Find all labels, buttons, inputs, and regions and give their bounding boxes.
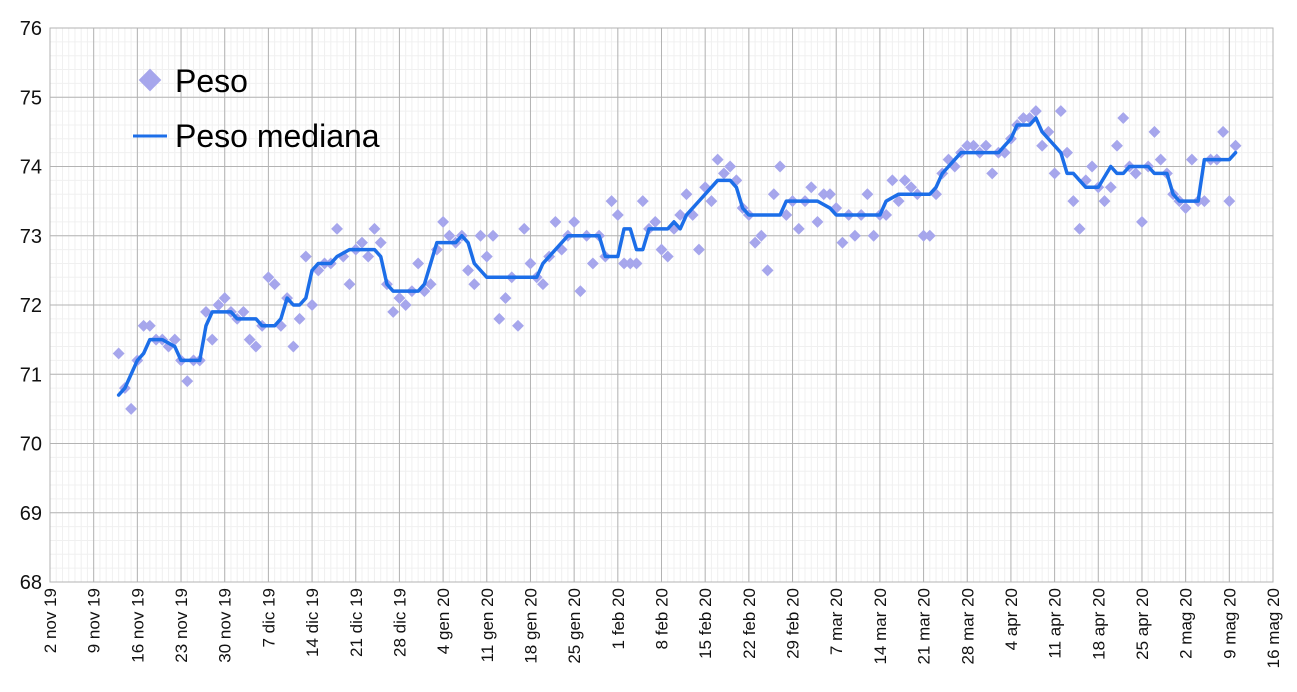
grid [49,27,1274,583]
x-tick-label: 8 feb 20 [653,588,672,649]
x-tick-label: 7 dic 19 [259,588,278,648]
x-tick-label: 16 mag 20 [1264,588,1283,668]
x-tick-label: 18 gen 20 [521,588,540,664]
x-tick-label: 28 mar 20 [958,588,977,665]
legend: Peso Peso mediana [133,63,380,154]
y-tick-label: 70 [20,434,42,456]
x-axis: 2 nov 19 9 nov 19 16 nov 19 23 nov 19 30 nov… [41,588,1283,668]
legend-label-peso-mediana: Peso mediana [175,118,380,154]
x-tick-label: 7 mar 20 [827,588,846,655]
x-tick-label: 14 dic 19 [303,588,322,657]
y-tick-label: 71 [20,364,42,386]
x-tick-label: 14 mar 20 [871,588,890,665]
x-tick-label: 25 apr 20 [1133,588,1152,660]
x-tick-label: 9 mag 20 [1220,588,1239,659]
x-tick-label: 1 feb 20 [609,588,628,649]
x-tick-label: 11 gen 20 [478,588,497,662]
x-tick-label: 22 feb 20 [740,588,759,659]
x-tick-label: 16 nov 19 [128,588,147,663]
x-tick-label: 2 mag 20 [1177,588,1196,659]
x-tick-label: 15 feb 20 [696,588,715,659]
y-tick-label: 69 [20,503,42,525]
y-tick-label: 73 [20,226,42,248]
legend-item-peso-mediana: Peso mediana [133,118,380,154]
y-tick-label: 76 [20,18,42,40]
y-tick-label: 74 [20,157,42,179]
y-tick-label: 72 [20,295,42,317]
x-tick-label: 21 mar 20 [915,588,934,665]
x-tick-label: 9 nov 19 [85,588,104,653]
x-tick-label: 28 dic 19 [390,588,409,657]
x-tick-label: 25 gen 20 [565,588,584,664]
x-tick-label: 29 feb 20 [784,588,803,659]
y-tick-label: 75 [20,87,42,109]
x-tick-label: 4 gen 20 [434,588,453,654]
y-tick-label: 68 [20,572,42,594]
x-tick-label: 21 dic 19 [347,588,366,657]
peso-mediana-series [116,116,1238,397]
x-tick-label: 11 apr 20 [1046,588,1065,659]
x-tick-label: 2 nov 19 [41,588,60,653]
legend-label-peso: Peso [175,63,248,99]
x-tick-label: 4 apr 20 [1002,588,1021,650]
x-tick-label: 18 apr 20 [1089,588,1108,660]
peso-mediana-line [116,116,1238,397]
x-tick-label: 30 nov 19 [216,588,235,663]
y-axis: 68 69 70 71 72 73 74 75 76 [20,18,42,594]
x-tick-label: 23 nov 19 [172,588,191,663]
